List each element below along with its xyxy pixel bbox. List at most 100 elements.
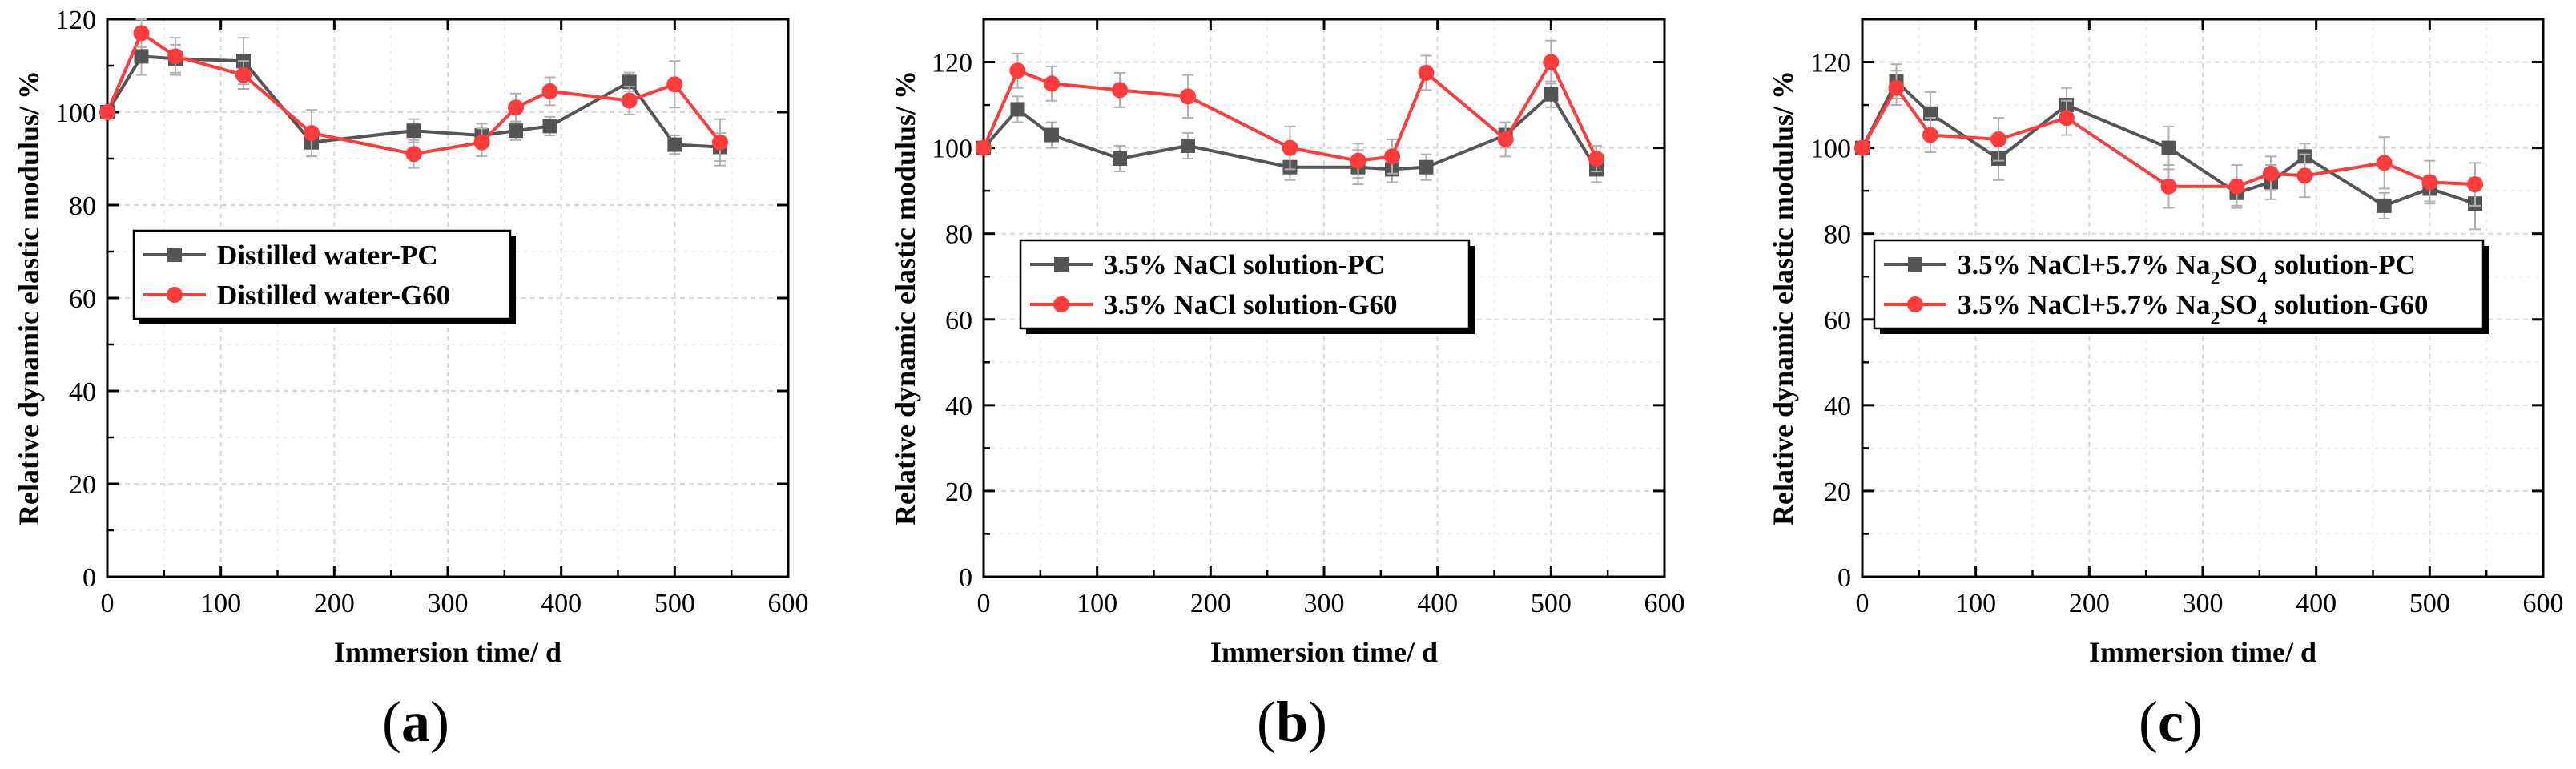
y-axis-label: Relative dynamic elastic modulus/ % [889, 70, 921, 525]
legend: 3.5% NaCl+5.7% Na2SO4 solution-PC3.5% Na… [1873, 239, 2489, 334]
x-tick-label: 500 [1531, 589, 1572, 618]
x-tick-label: 300 [1304, 589, 1345, 618]
data-point [1922, 127, 1938, 143]
y-tick-label: 120 [55, 6, 96, 35]
legend: 3.5% NaCl solution-PC 3.5% NaCl solution-… [1019, 239, 1475, 334]
series-g60 [1854, 70, 2483, 209]
data-point [1990, 131, 2006, 147]
x-tick-label: 300 [2183, 589, 2224, 618]
legend-text-part: 3.5% NaCl solution-PC [1104, 249, 1385, 280]
legend-text-part: solution-PC [2267, 249, 2416, 280]
y-tick-label: 120 [1810, 49, 1851, 79]
data-point [2059, 110, 2075, 127]
panel-label: (c) [2139, 690, 2203, 754]
legend-text-part: SO [2220, 289, 2258, 320]
panel-label-part: ( [2139, 690, 2158, 754]
data-point [1010, 102, 1025, 117]
data-point [1113, 151, 1127, 166]
x-tick-label: 100 [1955, 589, 1996, 618]
data-point [2160, 178, 2177, 195]
x-axis-label: Immersion time/ d [334, 636, 561, 668]
legend-text-part: Distilled water-PC [217, 240, 438, 271]
legend-subscript: 2 [2211, 308, 2220, 329]
y-tick-label: 80 [945, 220, 972, 250]
data-point [1282, 139, 1298, 156]
legend-subscript: 4 [2257, 308, 2267, 329]
x-axis-label: Immersion time/ d [2089, 636, 2316, 668]
data-point [134, 49, 149, 64]
data-point [2296, 167, 2313, 184]
legend-text-part: Distilled water-G60 [217, 280, 450, 311]
data-point [508, 99, 524, 116]
y-tick-label: 100 [932, 135, 972, 164]
data-point [2263, 165, 2279, 182]
y-tick-label: 80 [69, 191, 96, 221]
x-tick-label: 0 [101, 589, 115, 618]
legend-label: 3.5% NaCl solution-G60 [1104, 289, 1398, 320]
data-point [1588, 151, 1604, 167]
data-point [1384, 148, 1400, 165]
data-point [621, 92, 638, 109]
data-point [1181, 138, 1195, 153]
legend-label: 3.5% NaCl+5.7% Na2SO4 solution-G60 [1958, 289, 2429, 329]
data-point [1419, 159, 1434, 175]
legend-swatch-marker [1907, 296, 1923, 312]
chart-panel-b: 0 100 200 300 400 500 600 0 20 40 60 80 100 120 Immers… [889, 18, 1685, 754]
data-point [667, 137, 682, 152]
data-point [99, 104, 115, 120]
data-point [509, 123, 523, 139]
panel-label-part: c [2158, 690, 2184, 754]
panel-label-part: ) [1308, 690, 1327, 754]
x-tick-label: 300 [428, 589, 469, 618]
legend-label: Distilled water-PC [217, 240, 438, 271]
legend-text-part: 3.5% NaCl solution-G60 [1104, 289, 1398, 320]
data-point [405, 146, 422, 163]
y-tick-label: 60 [69, 284, 96, 314]
legend-label: Distilled water-G60 [217, 280, 450, 311]
y-tick-label: 0 [959, 563, 972, 593]
data-point [2467, 176, 2483, 193]
data-point [1350, 152, 1366, 169]
x-axis-label: Immersion time/ d [1210, 636, 1438, 668]
data-point [304, 125, 320, 142]
legend-label: 3.5% NaCl solution-PC [1104, 249, 1385, 280]
panel-label-part: ( [382, 690, 401, 754]
x-tick-label: 200 [314, 589, 355, 618]
legend-swatch-marker [1053, 296, 1069, 312]
panel-label-part: ( [1257, 690, 1276, 754]
series-g60 [99, 18, 728, 169]
legend-swatch-marker [167, 248, 182, 262]
panel-label: (a) [382, 690, 449, 754]
data-point [1044, 75, 1060, 92]
y-tick-label: 20 [1824, 477, 1851, 507]
y-tick-label: 40 [1824, 392, 1851, 421]
series-g60 [976, 39, 1604, 179]
x-tick-label: 400 [2296, 589, 2337, 618]
panel-label-part: a [401, 690, 430, 754]
data-point [622, 74, 637, 90]
data-point [2421, 174, 2438, 191]
data-point [1180, 88, 1196, 105]
y-tick-label: 60 [945, 306, 972, 336]
data-point [2376, 155, 2393, 171]
chart-panel-a: 0 100 200 300 400 500 600 0 20 40 60 80 100 120 Immers… [13, 6, 809, 754]
data-point [2161, 140, 2176, 155]
data-point [712, 134, 728, 151]
data-point [666, 76, 683, 93]
y-tick-label: 80 [1824, 220, 1851, 250]
y-tick-label: 0 [1837, 563, 1851, 593]
data-point [1544, 87, 1559, 102]
panel-label-part: b [1276, 690, 1308, 754]
legend-box [1019, 239, 1471, 330]
data-point [1044, 127, 1059, 143]
y-tick-label: 40 [945, 392, 972, 421]
data-point [2228, 178, 2245, 195]
series-line [1861, 84, 2476, 188]
y-tick-label: 120 [932, 49, 972, 79]
data-point [1888, 79, 1905, 96]
x-tick-label: 0 [977, 589, 991, 618]
data-point [167, 48, 183, 65]
x-tick-label: 600 [2523, 589, 2564, 618]
panel-label: (b) [1257, 690, 1327, 754]
